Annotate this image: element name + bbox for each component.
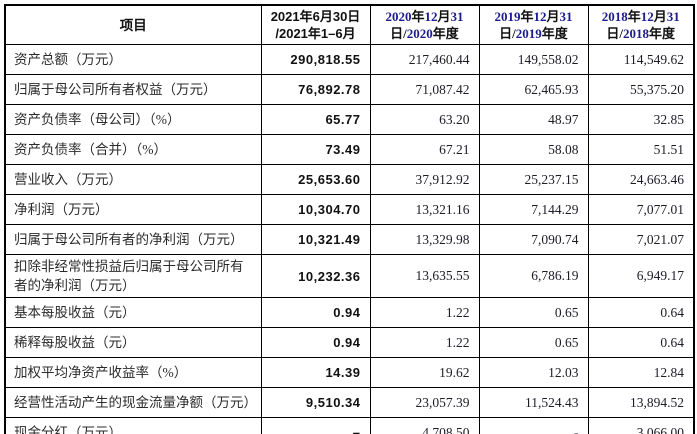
value-cell: 25,653.60 xyxy=(260,164,371,195)
value-cell: 63.20 xyxy=(369,104,480,135)
value-cell: 65.77 xyxy=(260,104,371,135)
value-cell: 0.65 xyxy=(478,297,589,328)
table-row: 加权平均净资产收益率（%） 14.39 19.62 12.03 12.84 xyxy=(4,357,695,388)
value-cell: 11,524.43 xyxy=(478,387,589,418)
value-cell: 13,321.16 xyxy=(369,194,480,225)
column-header-line: 2020年12月31 xyxy=(385,9,464,24)
row-label: 资产负债率（合并）（%） xyxy=(4,134,262,165)
column-header-line: 日/2020年度 xyxy=(390,26,459,41)
value-cell: 12.03 xyxy=(478,357,589,388)
value-cell: – xyxy=(260,417,371,434)
value-cell: 67.21 xyxy=(369,134,480,165)
value-cell: 14.39 xyxy=(260,357,371,388)
table-row: 现金分红（万元） –4,708.50-3,066.00 xyxy=(4,417,695,434)
row-label: 基本每股收益（元） xyxy=(4,297,262,328)
value-cell: 51.51 xyxy=(587,134,695,165)
value-cell: 13,894.52 xyxy=(587,387,695,418)
value-cell: 55,375.20 xyxy=(587,74,695,105)
row-label: 净利润（万元） xyxy=(4,194,262,225)
value-cell: 58.08 xyxy=(478,134,589,165)
value-cell: 0.94 xyxy=(260,327,371,358)
value-cell: 10,321.49 xyxy=(260,224,371,255)
row-label: 扣除非经常性损益后归属于母公司所有者的净利润（万元） xyxy=(4,254,262,298)
row-label: 稀释每股收益（元） xyxy=(4,327,262,358)
value-cell: 6,786.19 xyxy=(478,254,589,298)
table-row: 扣除非经常性损益后归属于母公司所有者的净利润（万元） 10,232.36 13,63… xyxy=(4,254,695,298)
value-cell: 1.22 xyxy=(369,297,480,328)
value-cell: 114,549.62 xyxy=(587,44,695,75)
column-header-line: 2018年12月31 xyxy=(601,9,680,24)
row-label: 归属于母公司所有者的净利润（万元） xyxy=(4,224,262,255)
header-row: 项目 2021年6月30日/2021年1–6月 2020年12月31 日/2020年度… xyxy=(4,4,695,45)
value-cell: 7,144.29 xyxy=(478,194,589,225)
row-label: 归属于母公司所有者权益（万元） xyxy=(4,74,262,105)
table-header: 项目 2021年6月30日/2021年1–6月 2020年12月31 日/2020年度… xyxy=(4,4,695,45)
column-header-line: 项目 xyxy=(119,17,147,33)
value-cell: 76,892.78 xyxy=(260,74,371,105)
row-label: 加权平均净资产收益率（%） xyxy=(4,357,262,388)
column-header-line: 2021年6月30日 xyxy=(270,9,361,24)
table-row: 归属于母公司所有者的净利润（万元） 10,321.49 13,329.98 7,090… xyxy=(4,224,695,255)
value-cell: 62,465.93 xyxy=(478,74,589,105)
table-row: 归属于母公司所有者权益（万元） 76,892.78 71,087.42 62,465.… xyxy=(4,74,695,105)
value-cell: 48.97 xyxy=(478,104,589,135)
table-row: 稀释每股收益（元） 0.94 1.22 0.65 0.64 xyxy=(4,327,695,358)
value-cell: 6,949.17 xyxy=(587,254,695,298)
value-cell: 3,066.00 xyxy=(587,417,695,434)
table-row: 基本每股收益（元） 0.94 1.22 0.65 0.64 xyxy=(4,297,695,328)
value-cell: 7,021.07 xyxy=(587,224,695,255)
row-label: 经营性活动产生的现金流量净额（万元） xyxy=(4,387,262,418)
value-cell: 290,818.55 xyxy=(260,44,371,75)
value-cell: 37,912.92 xyxy=(369,164,480,195)
value-cell: 25,237.15 xyxy=(478,164,589,195)
table-row: 经营性活动产生的现金流量净额（万元） 9,510.34 23,057.39 11,52… xyxy=(4,387,695,418)
value-cell: 32.85 xyxy=(587,104,695,135)
value-cell: 24,663.46 xyxy=(587,164,695,195)
financial-summary-table: 项目 2021年6月30日/2021年1–6月 2020年12月31 日/2020年度… xyxy=(4,4,695,434)
value-cell: 73.49 xyxy=(260,134,371,165)
column-header-period-2018: 2018年12月31 日/2018年度 xyxy=(587,4,695,45)
column-header-line: 2019年12月31 xyxy=(494,9,573,24)
value-cell: - xyxy=(478,417,589,434)
value-cell: 23,057.39 xyxy=(369,387,480,418)
value-cell: 71,087.42 xyxy=(369,74,480,105)
value-cell: 10,232.36 xyxy=(260,254,371,298)
column-header-period-2020: 2020年12月31 日/2020年度 xyxy=(369,4,480,45)
value-cell: 1.22 xyxy=(369,327,480,358)
value-cell: 0.64 xyxy=(587,297,695,328)
value-cell: 13,329.98 xyxy=(369,224,480,255)
value-cell: 9,510.34 xyxy=(260,387,371,418)
value-cell: 19.62 xyxy=(369,357,480,388)
table-row: 净利润（万元） 10,304.70 13,321.16 7,144.29 7,077.0… xyxy=(4,194,695,225)
table-row: 资产负债率（合并）（%） 73.49 67.21 58.08 51.51 xyxy=(4,134,695,165)
value-cell: 0.64 xyxy=(587,327,695,358)
value-cell: 4,708.50 xyxy=(369,417,480,434)
row-label: 现金分红（万元） xyxy=(4,417,262,434)
value-cell: 0.94 xyxy=(260,297,371,328)
table-row: 资产总额（万元） 290,818.55 217,460.44 149,558.02 11… xyxy=(4,44,695,75)
value-cell: 217,460.44 xyxy=(369,44,480,75)
table-row: 资产负债率（母公司）（%） 65.77 63.20 48.97 32.85 xyxy=(4,104,695,135)
value-cell: 149,558.02 xyxy=(478,44,589,75)
column-header-line: /2021年1–6月 xyxy=(275,26,356,41)
value-cell: 10,304.70 xyxy=(260,194,371,225)
value-cell: 7,077.01 xyxy=(587,194,695,225)
column-header-item: 项目 xyxy=(4,4,262,45)
column-header-period-2019: 2019年12月31 日/2019年度 xyxy=(478,4,589,45)
row-label: 营业收入（万元） xyxy=(4,164,262,195)
column-header-line: 日/2018年度 xyxy=(606,26,676,41)
table-row: 营业收入（万元） 25,653.60 37,912.92 25,237.15 24,66… xyxy=(4,164,695,195)
value-cell: 0.65 xyxy=(478,327,589,358)
column-header-period-2021h1: 2021年6月30日/2021年1–6月 xyxy=(260,4,371,45)
table-body: 资产总额（万元） 290,818.55 217,460.44 149,558.02 11… xyxy=(4,44,695,434)
row-label: 资产总额（万元） xyxy=(4,44,262,75)
value-cell: 12.84 xyxy=(587,357,695,388)
value-cell: 13,635.55 xyxy=(369,254,480,298)
row-label: 资产负债率（母公司）（%） xyxy=(4,104,262,135)
column-header-line: 日/2019年度 xyxy=(499,26,568,41)
value-cell: 7,090.74 xyxy=(478,224,589,255)
